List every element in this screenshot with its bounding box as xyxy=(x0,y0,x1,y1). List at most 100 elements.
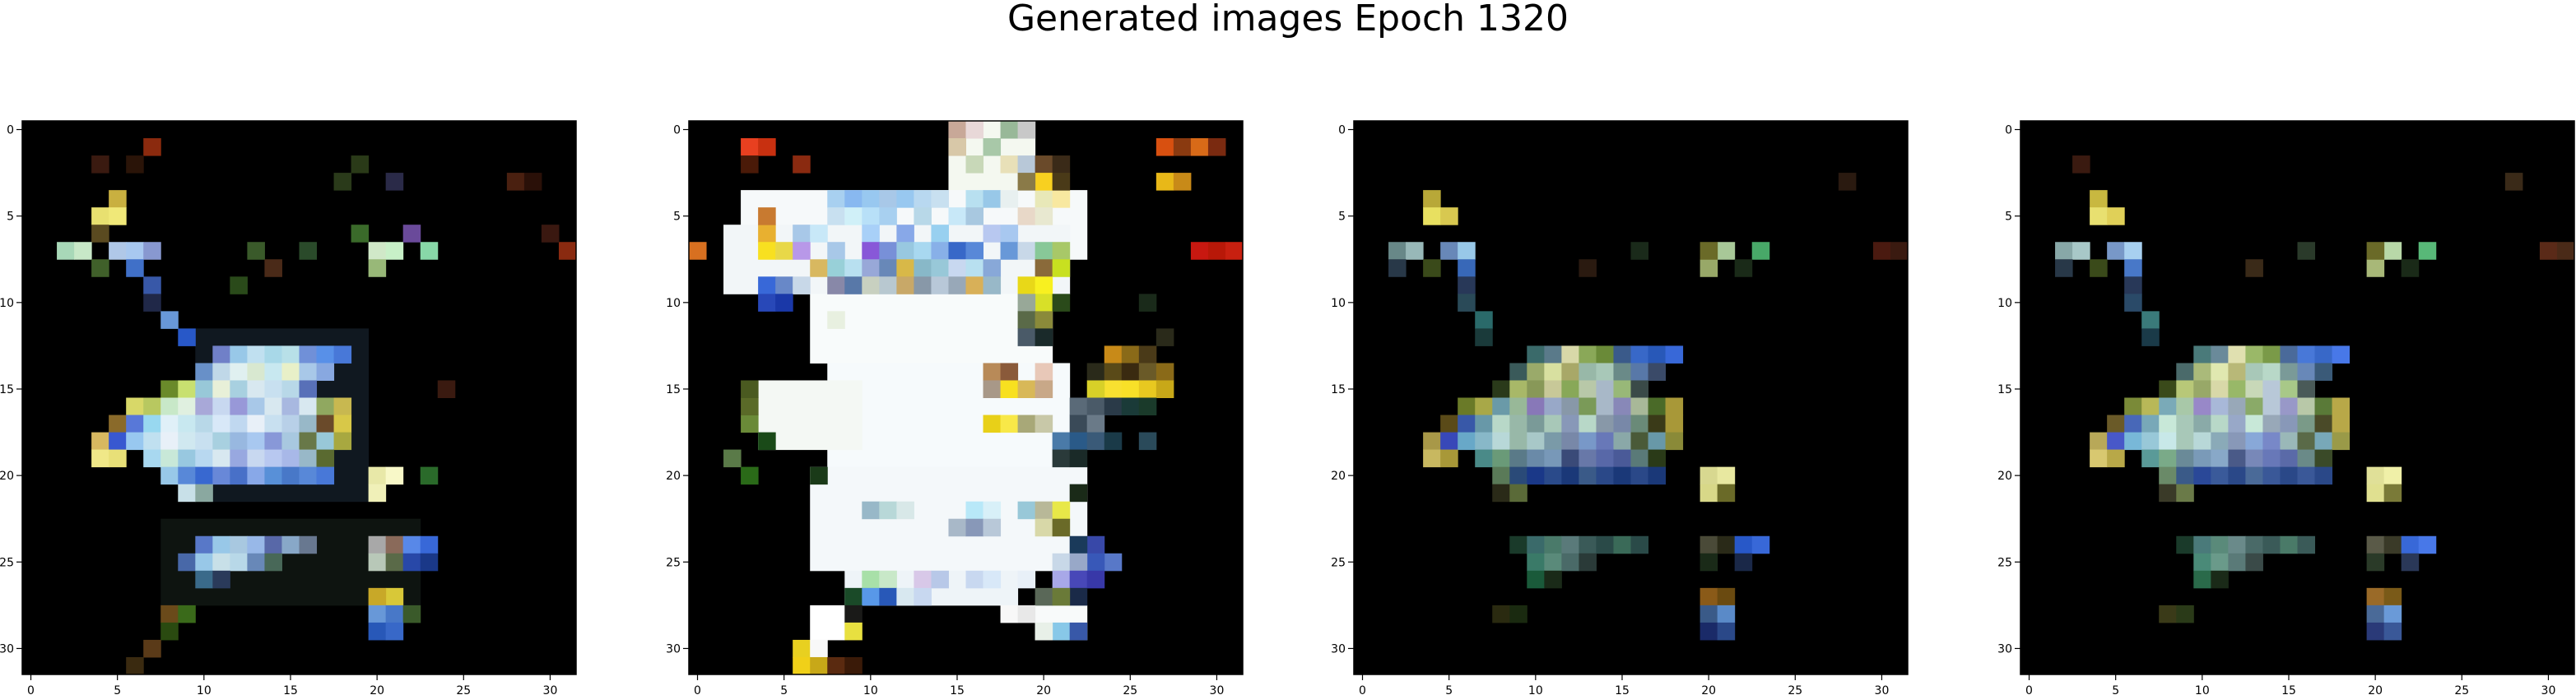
image-pixel xyxy=(2262,380,2281,398)
image-pixel xyxy=(879,190,897,208)
image-pixel xyxy=(333,432,352,451)
image-pixel xyxy=(1104,397,1123,416)
image-pixel xyxy=(2245,432,2263,451)
image-pixel xyxy=(1458,294,1476,312)
image-pixel xyxy=(299,242,318,260)
image-pixel xyxy=(1069,622,1088,641)
image-pixel xyxy=(879,501,897,520)
image-pixel xyxy=(1630,242,1649,260)
y-tick-label: 15 xyxy=(1997,383,2012,396)
image-pixel xyxy=(2211,570,2229,589)
y-tick-label: 30 xyxy=(666,642,681,656)
image-pixel xyxy=(2332,397,2350,416)
image-pixel xyxy=(1155,328,1174,346)
image-pixel xyxy=(1613,397,1631,416)
image-pixel xyxy=(230,466,248,485)
image-pixel xyxy=(1440,449,1458,468)
image-pixel xyxy=(2228,466,2246,485)
image-pixel xyxy=(2280,535,2298,554)
image-pixel xyxy=(160,432,179,451)
image-pixel xyxy=(1579,535,1597,554)
image-pixel xyxy=(368,605,387,623)
image-pixel xyxy=(2193,415,2211,433)
image-pixel xyxy=(1596,345,1614,364)
image-pixel xyxy=(844,605,863,623)
image-pixel xyxy=(402,225,421,243)
image-pixel xyxy=(1838,173,1857,191)
image-pixel xyxy=(1648,415,1667,433)
image-pixel xyxy=(1475,449,1493,468)
image-pixel xyxy=(2159,415,2177,433)
image-pixel xyxy=(2159,449,2177,468)
image-pixel xyxy=(264,449,282,468)
image-pixel xyxy=(2211,415,2229,433)
image-pixel xyxy=(914,587,932,606)
image-pixel xyxy=(126,415,144,433)
image-pixel xyxy=(2176,363,2194,381)
image-pixel xyxy=(1086,397,1105,416)
image-pixel xyxy=(948,121,966,139)
image-pixel xyxy=(931,259,949,277)
image-pixel xyxy=(1475,311,1493,329)
image-pixel xyxy=(1544,415,1562,433)
image-pixel xyxy=(862,276,880,294)
image-pixel xyxy=(1475,415,1493,433)
image-pixel xyxy=(195,553,213,572)
image-pixel xyxy=(914,190,932,208)
image-pixel xyxy=(2297,466,2316,485)
image-pixel xyxy=(1613,449,1631,468)
image-pixel xyxy=(1017,501,1036,520)
image-pixel xyxy=(1700,466,1718,485)
image-pixel xyxy=(1086,535,1105,554)
image-pixel xyxy=(2366,466,2385,485)
image-pixel xyxy=(1579,363,1597,381)
image-pixel xyxy=(2245,449,2263,468)
image-pixel xyxy=(1086,380,1105,398)
image-pixel xyxy=(1069,570,1088,589)
image-pixel xyxy=(1207,138,1226,156)
image-pixel xyxy=(1052,622,1071,641)
image-pixel xyxy=(896,259,914,277)
image-pixel xyxy=(264,380,282,398)
image-pixel xyxy=(160,311,179,329)
image-pixel xyxy=(2141,328,2160,346)
image-pixel xyxy=(1052,259,1071,277)
image-pixel xyxy=(385,622,404,641)
image-pixel xyxy=(758,276,776,294)
image-pixel xyxy=(2176,466,2194,485)
image-pixel xyxy=(1138,432,1157,451)
image-pixel xyxy=(810,656,828,675)
image-pixel xyxy=(2245,415,2263,433)
image-pixel xyxy=(143,415,161,433)
image-pixel xyxy=(1717,535,1736,554)
image-pixel xyxy=(1000,190,1019,208)
x-tick-label: 30 xyxy=(543,684,558,695)
image-pixel xyxy=(1527,415,1545,433)
image-pixel xyxy=(1596,466,1614,485)
image-pixel xyxy=(1492,484,1510,503)
image-pixel xyxy=(1086,432,1105,451)
image-pixel xyxy=(965,570,984,589)
image-pixel xyxy=(2124,432,2142,451)
image-pixel xyxy=(247,432,265,451)
image-pixel xyxy=(965,207,984,225)
image-pixel xyxy=(1155,363,1174,381)
y-tick-label: 10 xyxy=(0,297,14,310)
image-pixel xyxy=(2245,363,2263,381)
image-pixel xyxy=(2159,605,2177,623)
image-pixel xyxy=(1648,449,1667,468)
image-pixel xyxy=(879,570,897,589)
image-pixel xyxy=(2055,259,2073,277)
image-pixel xyxy=(1630,380,1649,398)
image-pixel xyxy=(299,415,318,433)
image-pixel xyxy=(948,207,966,225)
image-pixel xyxy=(1492,397,1510,416)
image-pixel xyxy=(316,345,335,364)
image-pixel xyxy=(2211,449,2229,468)
image-pixel xyxy=(1630,397,1649,416)
image-pixel xyxy=(1052,294,1071,312)
image-pixel xyxy=(1648,397,1667,416)
image-pixel xyxy=(1475,328,1493,346)
image-pixel xyxy=(965,518,984,537)
image-pixel xyxy=(2383,466,2402,485)
